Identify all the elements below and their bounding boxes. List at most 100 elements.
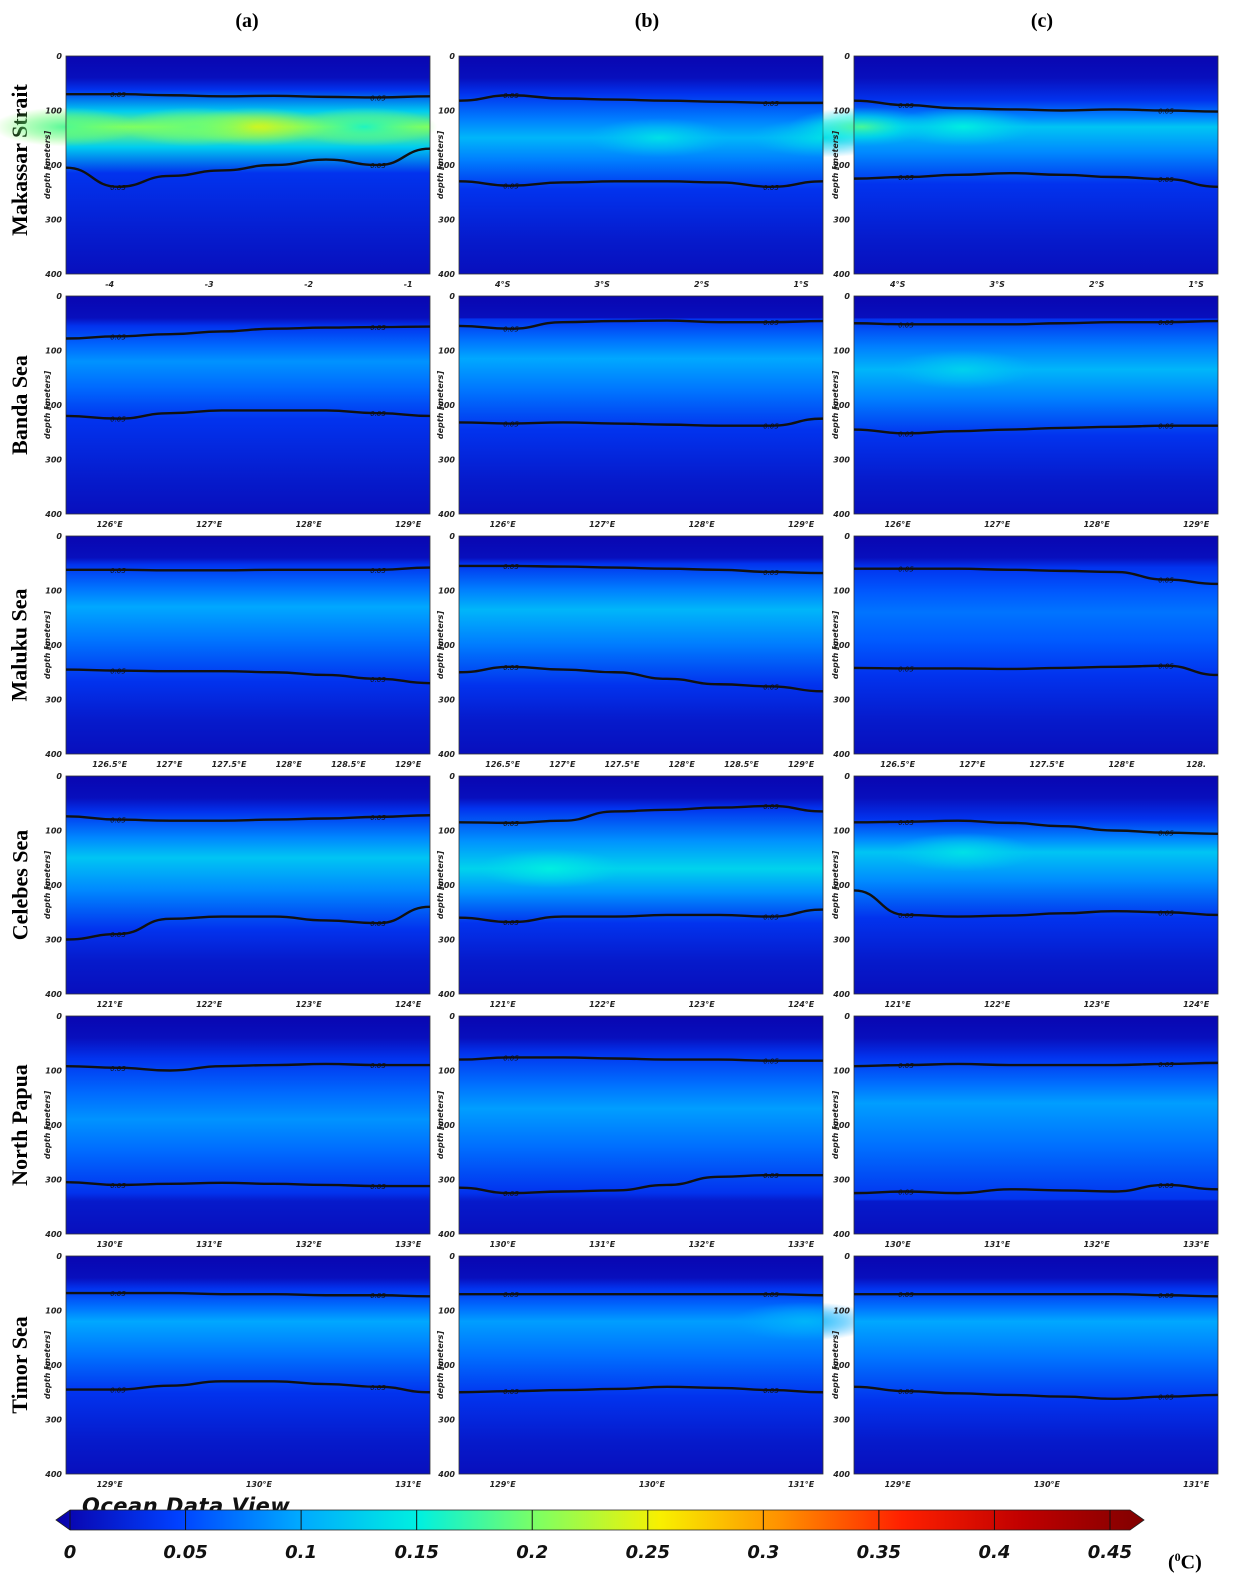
contour-label: 0.05 <box>763 683 779 691</box>
panel-svg: 0.05 0.05 0.05 0.05 0 100 200 300 400 depth [mete… <box>43 772 431 1009</box>
contour-label: 0.05 <box>1158 909 1174 917</box>
x-tick-label: 127.5°E <box>605 760 640 769</box>
y-tick-label: 0 <box>844 1252 850 1261</box>
panel-timor-sea-c: 0.05 0.05 0.05 0.05 0 100 200 300 400 depth [mete… <box>828 1248 1224 1496</box>
contour-label: 0.05 <box>763 423 779 431</box>
contour-label: 0.05 <box>898 566 914 574</box>
contour-upper-0-05 <box>853 1292 1219 1298</box>
y-tick-label: 100 <box>833 827 850 836</box>
contour-label: 0.05 <box>1158 1061 1174 1069</box>
panel-maluku-sea-a: 0.05 0.05 0.05 0.05 0 100 200 300 400 depth [mete… <box>40 528 436 776</box>
y-axis-label: depth [meters] <box>43 371 52 440</box>
contour-label: 0.05 <box>898 1188 914 1196</box>
heatmap-field <box>854 1256 1218 1474</box>
y-tick-label: 200 <box>45 881 62 890</box>
y-tick-label: 200 <box>45 1121 62 1130</box>
contour-lower-0-05 <box>458 417 824 427</box>
x-tick-label: 4°S <box>889 280 906 289</box>
y-tick-label: 400 <box>44 990 62 999</box>
contour-upper-0-05 <box>853 1061 1219 1068</box>
y-tick-label: 200 <box>833 881 850 890</box>
contour-upper-0-05 <box>65 814 431 822</box>
y-tick-label: 0 <box>844 52 850 61</box>
contour-upper-0-05 <box>65 325 431 340</box>
contour-label: 0.05 <box>110 1182 126 1190</box>
y-tick-label: 400 <box>832 510 850 519</box>
y-tick-label: 200 <box>45 641 62 650</box>
contour-label: 0.05 <box>503 1190 519 1198</box>
panel-svg: 0.05 0.05 0.05 0.05 0 100 200 300 400 depth [mete… <box>831 1252 1219 1489</box>
y-tick-label: 400 <box>832 270 850 279</box>
colorbar-unit-label: (0C) <box>1168 1550 1202 1574</box>
y-tick-label: 400 <box>437 750 455 759</box>
contour-label: 0.05 <box>370 1183 386 1191</box>
y-tick-label: 200 <box>438 1121 455 1130</box>
contour-lower-0-05 <box>458 665 824 693</box>
panel-svg: 0.05 0.05 0.05 0.05 0 100 200 300 400 depth [mete… <box>831 292 1219 529</box>
y-tick-label: 100 <box>438 1067 455 1076</box>
contour-label: 0.05 <box>110 668 126 676</box>
y-tick-label: 200 <box>833 161 850 170</box>
x-tick-label: 121°E <box>490 1000 517 1009</box>
x-tick-label: 1°S <box>1188 280 1204 289</box>
y-axis-label: depth [meters] <box>43 1091 52 1160</box>
x-tick-label: 131°E <box>1183 1480 1210 1489</box>
contour-label: 0.05 <box>763 1058 779 1066</box>
heatmap-maximum <box>732 1301 878 1342</box>
x-tick-label: 131°E <box>788 1480 815 1489</box>
contour-label: 0.05 <box>898 1388 914 1396</box>
colorbar-tick-label: 0 <box>64 1542 77 1563</box>
y-tick-label: 400 <box>44 1470 62 1479</box>
contour-lower-0-05 <box>458 1173 823 1195</box>
contour-label: 0.05 <box>110 333 126 341</box>
heatmap-field <box>66 1016 430 1234</box>
y-tick-label: 300 <box>833 456 850 465</box>
heatmap-field <box>66 1256 430 1474</box>
contour-label: 0.05 <box>370 1384 386 1392</box>
colorbar-tick-label: 0.05 <box>163 1542 207 1563</box>
contour-label: 0.05 <box>370 94 386 102</box>
x-tick-label: 126°E <box>490 520 517 529</box>
y-tick-label: 200 <box>833 641 850 650</box>
contour-label: 0.05 <box>110 416 126 424</box>
contour-label: 0.05 <box>503 1388 519 1396</box>
contour-label: 0.05 <box>763 1291 779 1299</box>
contour-label: 0.05 <box>1158 423 1174 431</box>
x-tick-label: 2°S <box>694 280 710 289</box>
x-tick-label: 126°E <box>97 520 124 529</box>
panel-svg: 0.05 0.05 0.05 0.05 0 100 200 300 400 depth [mete… <box>43 1012 431 1249</box>
heatmap-field <box>66 776 430 994</box>
panel-svg: 0.05 0.05 0.05 0.05 0 100 200 300 400 depth [mete… <box>436 1252 878 1489</box>
y-axis-label: depth [meters] <box>831 371 840 440</box>
heatmap-field <box>459 1016 823 1234</box>
panel-north-papua-b: 0.05 0.05 0.05 0.05 0 100 200 300 400 depth [mete… <box>433 1008 829 1256</box>
x-tick-label: 130°E <box>639 1480 666 1489</box>
panel-svg: 0.05 0.05 0.05 0.05 0 100 200 300 400 depth [mete… <box>436 52 896 289</box>
heatmap-field <box>66 296 430 514</box>
x-tick-label: 132°E <box>689 1240 716 1249</box>
contour-label: 0.05 <box>898 1062 914 1070</box>
contour-label: 0.05 <box>503 919 519 927</box>
y-axis-label: depth [meters] <box>831 131 840 200</box>
row-label-makassar-strait: Makassar Strait <box>7 84 33 236</box>
x-tick-label: 130°E <box>1034 1480 1061 1489</box>
y-tick-label: 300 <box>45 456 62 465</box>
y-tick-label: 100 <box>438 827 455 836</box>
contour-label: 0.05 <box>1158 830 1174 838</box>
x-tick-label: 131°E <box>589 1240 616 1249</box>
y-tick-label: 100 <box>438 107 455 116</box>
contour-upper-0-05 <box>65 1291 431 1298</box>
y-tick-label: 300 <box>45 1416 62 1425</box>
y-axis-label: depth [meters] <box>43 851 52 920</box>
x-tick-label: 129°E <box>395 760 422 769</box>
x-tick-label: 132°E <box>296 1240 323 1249</box>
contour-label: 0.05 <box>1158 108 1174 116</box>
x-tick-label: 124°E <box>395 1000 422 1009</box>
contour-lower-0-05 <box>853 1183 1219 1195</box>
contour-label: 0.05 <box>763 1172 779 1180</box>
x-tick-label: 121°E <box>885 1000 912 1009</box>
column-label-b: (b) <box>634 10 660 32</box>
x-tick-label: 131°E <box>984 1240 1011 1249</box>
x-tick-label: 1°S <box>793 280 809 289</box>
panel-svg: 0.05 0.05 0.05 0.05 0 100 200 300 400 depth [mete… <box>831 532 1219 769</box>
